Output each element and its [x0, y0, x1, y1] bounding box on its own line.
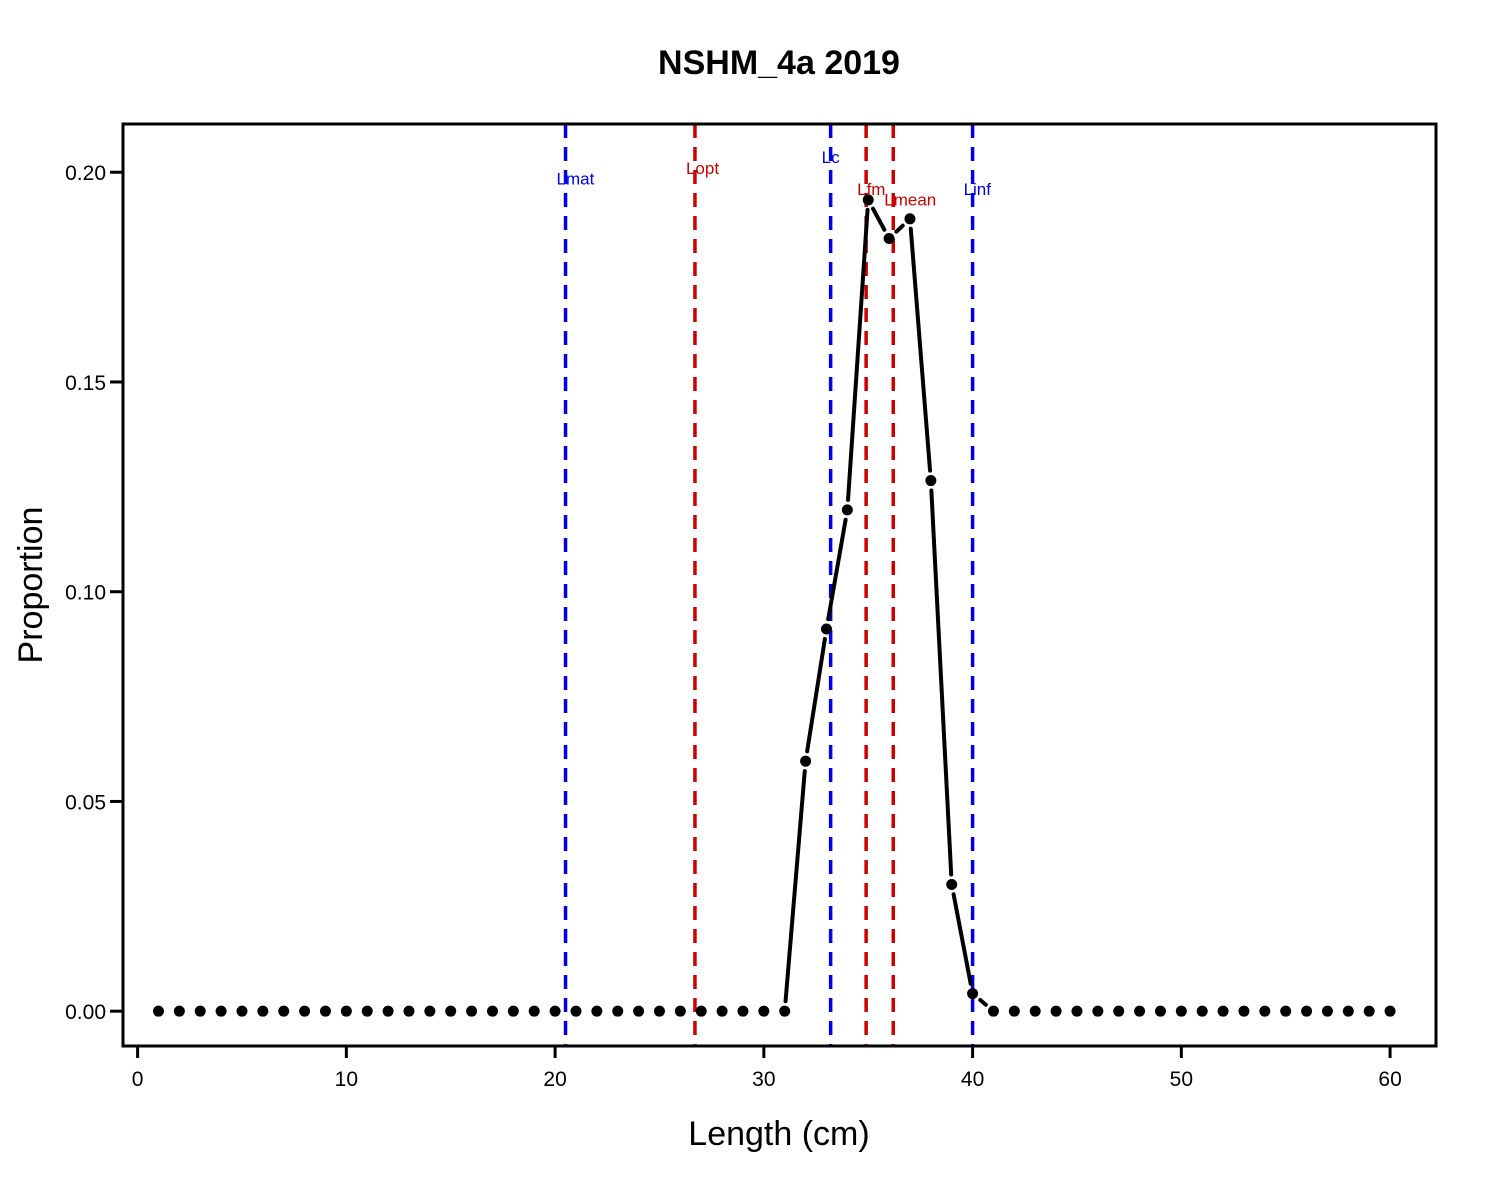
data-point-13 [403, 1005, 415, 1017]
data-point-34 [841, 504, 853, 516]
series-segment [846, 207, 870, 502]
series-segment [870, 206, 887, 232]
data-point-53 [1238, 1005, 1250, 1017]
ref-label-lopt: Lopt [686, 159, 719, 178]
series-segment [826, 517, 848, 622]
data-point-17 [486, 1005, 498, 1017]
data-point-19 [528, 1005, 540, 1017]
data-point-9 [319, 1005, 331, 1017]
data-point-33 [820, 623, 832, 635]
data-point-48 [1134, 1005, 1146, 1017]
series-segment [929, 488, 954, 877]
series-segment [894, 223, 905, 234]
data-point-49 [1154, 1005, 1166, 1017]
data-point-7 [278, 1005, 290, 1017]
data-point-35 [862, 194, 874, 206]
x-tick-label: 20 [543, 1068, 566, 1091]
data-point-14 [424, 1005, 436, 1017]
y-tick-label: 0.15 [65, 372, 106, 395]
data-point-23 [612, 1005, 624, 1017]
data-point-55 [1280, 1005, 1292, 1017]
data-point-18 [507, 1005, 519, 1017]
ref-label-linf: Linf [964, 180, 992, 199]
data-point-46 [1092, 1005, 1104, 1017]
data-point-42 [1008, 1005, 1020, 1017]
ref-label-lc: Lc [822, 148, 840, 167]
data-point-44 [1050, 1005, 1062, 1017]
data-point-2 [173, 1005, 185, 1017]
data-point-26 [674, 1005, 686, 1017]
data-point-11 [361, 1005, 373, 1017]
data-point-5 [236, 1005, 248, 1017]
data-point-54 [1259, 1005, 1271, 1017]
data-point-56 [1301, 1005, 1313, 1017]
data-point-38 [925, 475, 937, 487]
data-point-43 [1029, 1005, 1041, 1017]
data-point-3 [194, 1005, 206, 1017]
x-tick-label: 40 [961, 1068, 984, 1091]
data-point-50 [1175, 1005, 1187, 1017]
reference-lines [563, 124, 975, 1046]
series-segment [951, 892, 973, 986]
chart-title: NSHM_4a 2019 [658, 44, 900, 82]
data-point-57 [1321, 1005, 1333, 1017]
data-point-52 [1217, 1005, 1229, 1017]
series-segment [783, 769, 807, 1004]
data-point-58 [1342, 1005, 1354, 1017]
series-segment [978, 998, 988, 1007]
y-axis: 0.00 0.05 0.10 0.15 0.20 [65, 162, 125, 1024]
data-point-59 [1363, 1005, 1375, 1017]
x-axis: 0 10 20 30 40 50 60 [132, 1044, 1402, 1091]
data-point-25 [653, 1005, 665, 1017]
x-tick-label: 50 [1170, 1068, 1193, 1091]
data-point-31 [779, 1005, 791, 1017]
data-point-22 [591, 1005, 603, 1017]
x-tick-label: 10 [335, 1068, 358, 1091]
series-segment [805, 636, 827, 754]
series-layer [152, 194, 1396, 1017]
data-point-24 [633, 1005, 645, 1017]
data-point-29 [737, 1005, 749, 1017]
y-axis-label: Proportion [12, 507, 50, 664]
plot-frame [121, 122, 1438, 1048]
data-point-21 [570, 1005, 582, 1017]
data-point-27 [695, 1005, 707, 1017]
data-point-45 [1071, 1005, 1083, 1017]
data-point-32 [800, 755, 812, 767]
y-tick-label: 0.05 [65, 791, 106, 814]
data-point-47 [1113, 1005, 1125, 1017]
data-point-41 [987, 1005, 999, 1017]
x-tick-label: 30 [752, 1068, 775, 1091]
ref-label-lmean: Lmean [884, 190, 936, 209]
data-point-37 [904, 213, 916, 225]
x-axis-label: Length (cm) [688, 1115, 869, 1153]
data-point-40 [967, 988, 979, 1000]
data-point-12 [382, 1005, 394, 1017]
data-point-51 [1196, 1005, 1208, 1017]
data-point-8 [299, 1005, 311, 1017]
ref-label-lmat: Lmat [557, 169, 595, 188]
y-tick-label: 0.10 [65, 582, 106, 605]
data-point-39 [946, 879, 958, 891]
ref-label-lfm: Lfm [857, 180, 885, 199]
data-point-16 [466, 1005, 478, 1017]
data-point-20 [549, 1005, 561, 1017]
y-tick-label: 0.20 [65, 162, 106, 185]
data-point-4 [215, 1005, 227, 1017]
x-tick-label: 0 [132, 1068, 144, 1091]
data-point-10 [340, 1005, 352, 1017]
y-tick-label: 0.00 [65, 1001, 106, 1024]
data-point-28 [716, 1005, 728, 1017]
data-point-60 [1384, 1005, 1396, 1017]
data-point-36 [883, 233, 895, 245]
data-point-6 [257, 1005, 269, 1017]
data-point-30 [758, 1005, 770, 1017]
series-segment [908, 226, 933, 473]
x-tick-label: 60 [1378, 1068, 1401, 1091]
data-point-15 [445, 1005, 457, 1017]
data-point-1 [152, 1005, 164, 1017]
